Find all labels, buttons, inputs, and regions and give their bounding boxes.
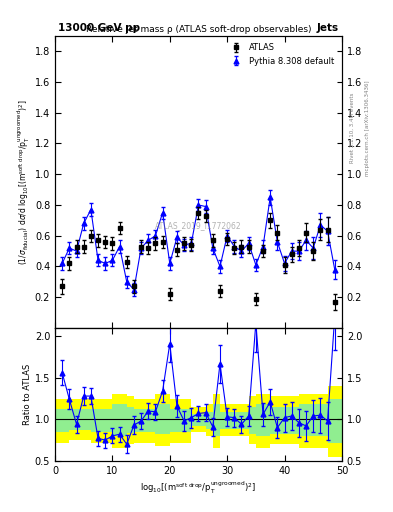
Y-axis label: Ratio to ATLAS: Ratio to ATLAS bbox=[23, 364, 32, 425]
Text: ATLAS_2019_I1772062: ATLAS_2019_I1772062 bbox=[155, 221, 242, 230]
Text: 13000 GeV pp: 13000 GeV pp bbox=[58, 23, 140, 33]
Text: Jets: Jets bbox=[317, 23, 339, 33]
Y-axis label: $(1/\sigma_\mathrm{fiducial})$ d$\sigma$/d log$_{10}$[(m$^{\mathrm{soft\ drop}}$: $(1/\sigma_\mathrm{fiducial})$ d$\sigma$… bbox=[16, 99, 32, 265]
Text: mcplots.cern.ch [arXiv:1306.3436]: mcplots.cern.ch [arXiv:1306.3436] bbox=[365, 80, 371, 176]
Title: Relative jet mass ρ (ATLAS soft-drop observables): Relative jet mass ρ (ATLAS soft-drop obs… bbox=[86, 25, 311, 34]
Legend: ATLAS, Pythia 8.308 default: ATLAS, Pythia 8.308 default bbox=[227, 40, 338, 69]
X-axis label: log$_{10}$[(m$^{\mathrm{soft\ drop}}$/p$_\mathrm{T}^{\mathrm{ungroomed}}$)$^2$]: log$_{10}$[(m$^{\mathrm{soft\ drop}}$/p$… bbox=[140, 480, 257, 496]
Text: Rivet 3.1.10, 3.4M events: Rivet 3.1.10, 3.4M events bbox=[350, 93, 355, 163]
